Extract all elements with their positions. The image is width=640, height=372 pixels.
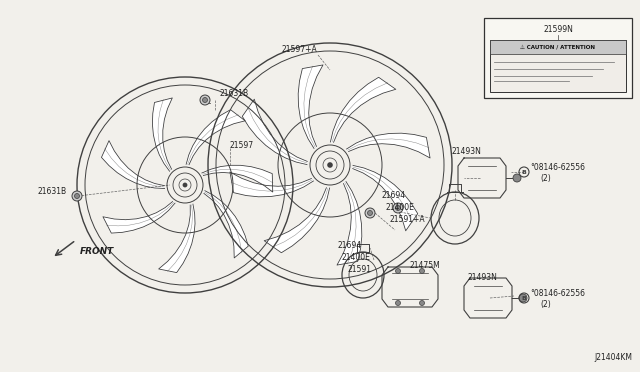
Circle shape <box>182 183 188 187</box>
Text: 21475M: 21475M <box>410 260 441 269</box>
Text: 21400E: 21400E <box>342 253 371 263</box>
Circle shape <box>519 294 527 302</box>
Polygon shape <box>330 77 396 142</box>
Circle shape <box>74 193 79 199</box>
Polygon shape <box>353 166 418 231</box>
Polygon shape <box>202 165 273 192</box>
Polygon shape <box>298 65 323 148</box>
Text: J21404KM: J21404KM <box>594 353 632 362</box>
Polygon shape <box>346 133 430 158</box>
Text: °08146-62556: °08146-62556 <box>530 289 585 298</box>
Text: 21400E: 21400E <box>386 203 415 212</box>
Circle shape <box>327 162 333 168</box>
Text: 21591: 21591 <box>347 266 371 275</box>
Bar <box>490 40 626 92</box>
Polygon shape <box>152 98 172 171</box>
Polygon shape <box>337 182 362 265</box>
Text: 21631B: 21631B <box>38 187 67 196</box>
Circle shape <box>396 301 401 305</box>
Text: B: B <box>522 170 527 174</box>
Circle shape <box>513 174 521 182</box>
Polygon shape <box>103 202 175 233</box>
Polygon shape <box>204 191 248 258</box>
Circle shape <box>396 269 401 273</box>
Circle shape <box>393 203 403 213</box>
Text: (2): (2) <box>540 299 551 308</box>
Text: B: B <box>522 295 527 301</box>
Polygon shape <box>243 99 307 164</box>
Polygon shape <box>102 141 164 189</box>
Polygon shape <box>186 110 245 165</box>
Circle shape <box>419 301 424 305</box>
Circle shape <box>72 191 82 201</box>
Circle shape <box>367 211 372 215</box>
Polygon shape <box>264 188 330 253</box>
Text: FRONT: FRONT <box>80 247 115 257</box>
Text: 21694: 21694 <box>338 241 362 250</box>
Text: 21631B: 21631B <box>220 89 249 97</box>
Bar <box>490 40 626 54</box>
Text: 21597+A: 21597+A <box>282 45 317 55</box>
Text: 21591+A: 21591+A <box>390 215 426 224</box>
Text: 21493N: 21493N <box>467 273 497 282</box>
Circle shape <box>419 269 424 273</box>
Circle shape <box>200 95 210 105</box>
Circle shape <box>396 205 401 211</box>
Polygon shape <box>230 172 314 197</box>
Text: (2): (2) <box>540 173 551 183</box>
Polygon shape <box>159 204 195 273</box>
Text: 21597: 21597 <box>230 141 254 150</box>
Text: 21694: 21694 <box>382 192 406 201</box>
Text: 21493N: 21493N <box>452 148 482 157</box>
Text: ⚠ CAUTION / ATTENTION: ⚠ CAUTION / ATTENTION <box>520 45 595 49</box>
Bar <box>484 18 632 98</box>
Circle shape <box>365 208 375 218</box>
Text: 21599N: 21599N <box>543 26 573 35</box>
Circle shape <box>202 97 207 103</box>
Text: °08146-62556: °08146-62556 <box>530 163 585 171</box>
